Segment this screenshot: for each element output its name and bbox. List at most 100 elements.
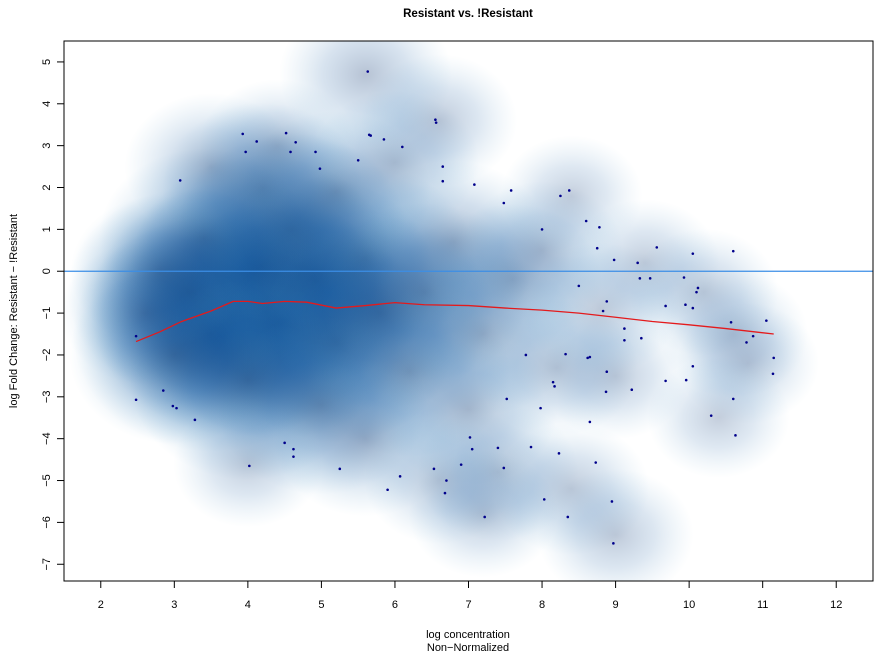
data-point — [244, 150, 247, 154]
data-point — [175, 406, 178, 410]
data-point — [640, 336, 643, 340]
data-point — [695, 290, 698, 294]
data-point — [178, 179, 182, 182]
data-point — [318, 167, 322, 170]
data-point — [601, 309, 605, 313]
data-point — [445, 479, 448, 482]
data-point — [369, 134, 372, 137]
data-point — [605, 300, 609, 303]
data-point — [696, 286, 700, 290]
data-point — [470, 447, 474, 451]
data-point — [294, 141, 297, 144]
data-point — [505, 397, 509, 401]
density-blob — [64, 241, 229, 385]
data-point — [588, 355, 592, 359]
data-point — [684, 378, 688, 382]
chart-title: Resistant vs. !Resistant — [403, 8, 533, 20]
data-point — [529, 445, 533, 449]
data-point — [751, 334, 755, 338]
data-point — [283, 441, 286, 445]
data-point — [655, 246, 659, 249]
data-point — [443, 491, 447, 495]
data-point — [729, 321, 733, 324]
data-point — [292, 455, 295, 458]
density-blob — [364, 416, 514, 545]
data-points — [134, 70, 776, 545]
y-tick-label: 2 — [41, 184, 53, 190]
y-tick-label: 4 — [41, 101, 53, 107]
data-point — [636, 261, 639, 265]
data-point — [598, 225, 601, 229]
data-point — [386, 488, 389, 492]
data-point — [731, 397, 735, 401]
data-point — [638, 277, 642, 280]
data-point — [566, 515, 570, 519]
data-point — [684, 303, 687, 307]
x-axis-sublabel: Non−Normalized — [427, 642, 509, 654]
y-tick-label: 0 — [41, 268, 53, 274]
data-point — [623, 327, 626, 330]
data-point — [734, 434, 737, 437]
data-point — [502, 466, 506, 470]
data-point — [441, 179, 445, 183]
x-tick-label: 8 — [539, 599, 545, 611]
data-point — [289, 150, 292, 154]
data-point — [612, 542, 615, 545]
data-point — [284, 131, 288, 135]
x-tick-label: 9 — [613, 599, 619, 611]
data-point — [241, 132, 245, 136]
data-point — [731, 249, 735, 253]
y-tick-label: 5 — [41, 59, 53, 65]
y-tick-label: −2 — [41, 349, 53, 362]
y-tick-label: −4 — [41, 432, 53, 445]
data-point — [559, 194, 562, 198]
data-point — [553, 385, 556, 388]
data-point — [255, 140, 258, 143]
x-tick-label: 2 — [98, 599, 104, 611]
data-point — [161, 389, 165, 392]
data-point — [542, 498, 546, 501]
data-point — [248, 464, 251, 468]
data-point — [588, 420, 592, 424]
data-point — [765, 319, 768, 322]
data-point — [193, 418, 197, 422]
data-point — [292, 447, 295, 451]
data-point — [664, 379, 667, 383]
data-point — [623, 339, 626, 342]
y-axis: 5 4 3 2 1 0 −1 −2 −3 −4 −5 −6 −7 — [41, 59, 65, 571]
data-point — [551, 380, 555, 384]
data-point — [496, 446, 500, 450]
data-point — [366, 70, 370, 73]
data-point — [314, 150, 317, 154]
x-tick-label: 4 — [245, 599, 251, 611]
y-tick-label: 3 — [41, 143, 53, 149]
data-point — [584, 219, 588, 223]
y-tick-label: −7 — [41, 558, 53, 571]
data-point — [502, 201, 506, 205]
loess-fit-line — [135, 300, 774, 343]
data-point — [401, 145, 404, 149]
data-point — [745, 341, 748, 344]
data-point — [509, 189, 513, 192]
data-point — [473, 183, 476, 186]
data-point — [610, 500, 614, 503]
data-point — [539, 406, 542, 410]
data-point — [434, 121, 438, 124]
data-point — [524, 353, 528, 357]
x-tick-label: 5 — [318, 599, 324, 611]
data-point — [567, 189, 571, 192]
data-point — [432, 467, 436, 471]
data-point — [398, 475, 402, 478]
data-point — [356, 159, 360, 162]
x-axis-label: log concentration — [426, 629, 510, 641]
y-tick-label: −5 — [41, 474, 53, 487]
data-point — [557, 452, 561, 455]
x-tick-label: 6 — [392, 599, 398, 611]
density-cloud — [64, 41, 820, 581]
data-point — [338, 467, 342, 471]
y-tick-label: −3 — [41, 391, 53, 404]
data-point — [468, 436, 472, 439]
data-point — [540, 228, 544, 231]
density-blob — [360, 54, 518, 187]
